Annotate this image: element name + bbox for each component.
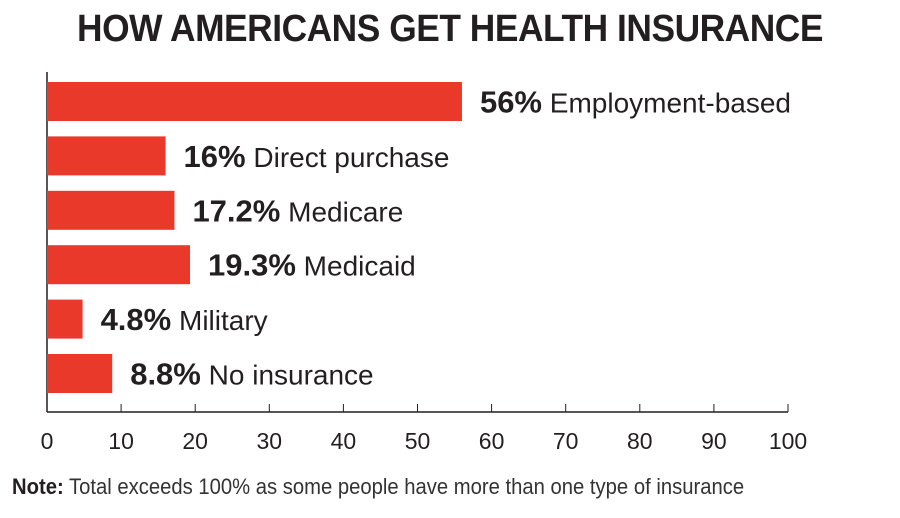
bar-chart: 0 10 20 30 40 50 60 70 80 90 100 56% Employment-bas… xyxy=(41,72,807,454)
chart-title: HOW AMERICANS GET HEALTH INSURANCE xyxy=(77,8,823,50)
bar-label: 4.8% Military xyxy=(101,302,268,337)
bar-value-label: 8.8% xyxy=(130,357,201,392)
bar-label: 19.3% Medicaid xyxy=(208,248,416,283)
bar xyxy=(47,299,83,339)
x-tick-label: 20 xyxy=(182,428,208,454)
bar-category-label: Military xyxy=(171,305,267,336)
bar-value-label: 4.8% xyxy=(101,302,172,337)
x-tick-label: 60 xyxy=(479,428,505,454)
bar-category-label: Medicaid xyxy=(296,251,416,282)
bar-category-label: Employment-based xyxy=(542,88,791,119)
bar-value-label: 56% xyxy=(480,85,542,120)
x-tick-label: 90 xyxy=(701,428,727,454)
bar-value-label: 19.3% xyxy=(208,248,296,283)
bar-value-label: 16% xyxy=(184,139,246,174)
note-text: Total exceeds 100% as some people have m… xyxy=(68,474,745,499)
x-tick-label: 0 xyxy=(41,428,54,454)
bar-label: 17.2% Medicare xyxy=(192,193,403,228)
x-tick-label: 30 xyxy=(257,428,283,454)
bar-label: 16% Direct purchase xyxy=(184,139,450,174)
bar-category-label: No insurance xyxy=(201,360,374,391)
note-label: Note: xyxy=(12,474,64,499)
bar xyxy=(47,136,166,176)
bar-label: 56% Employment-based xyxy=(480,85,791,120)
x-tick-label: 40 xyxy=(331,428,357,454)
x-tick-label: 80 xyxy=(627,428,653,454)
bar xyxy=(47,190,175,230)
bar-category-label: Medicare xyxy=(280,196,403,227)
footnote: Note: Total exceeds 100% as some people … xyxy=(12,474,744,500)
bar xyxy=(47,82,462,121)
bar xyxy=(47,245,191,285)
bar-category-label: Direct purchase xyxy=(246,142,450,173)
x-tick-label: 50 xyxy=(405,428,431,454)
bar-value-label: 17.2% xyxy=(192,193,280,228)
x-tick-label: 10 xyxy=(108,428,134,454)
bar xyxy=(47,354,113,393)
x-tick-label: 70 xyxy=(553,428,579,454)
bar-label: 8.8% No insurance xyxy=(130,357,373,392)
x-tick-label: 100 xyxy=(769,428,807,454)
